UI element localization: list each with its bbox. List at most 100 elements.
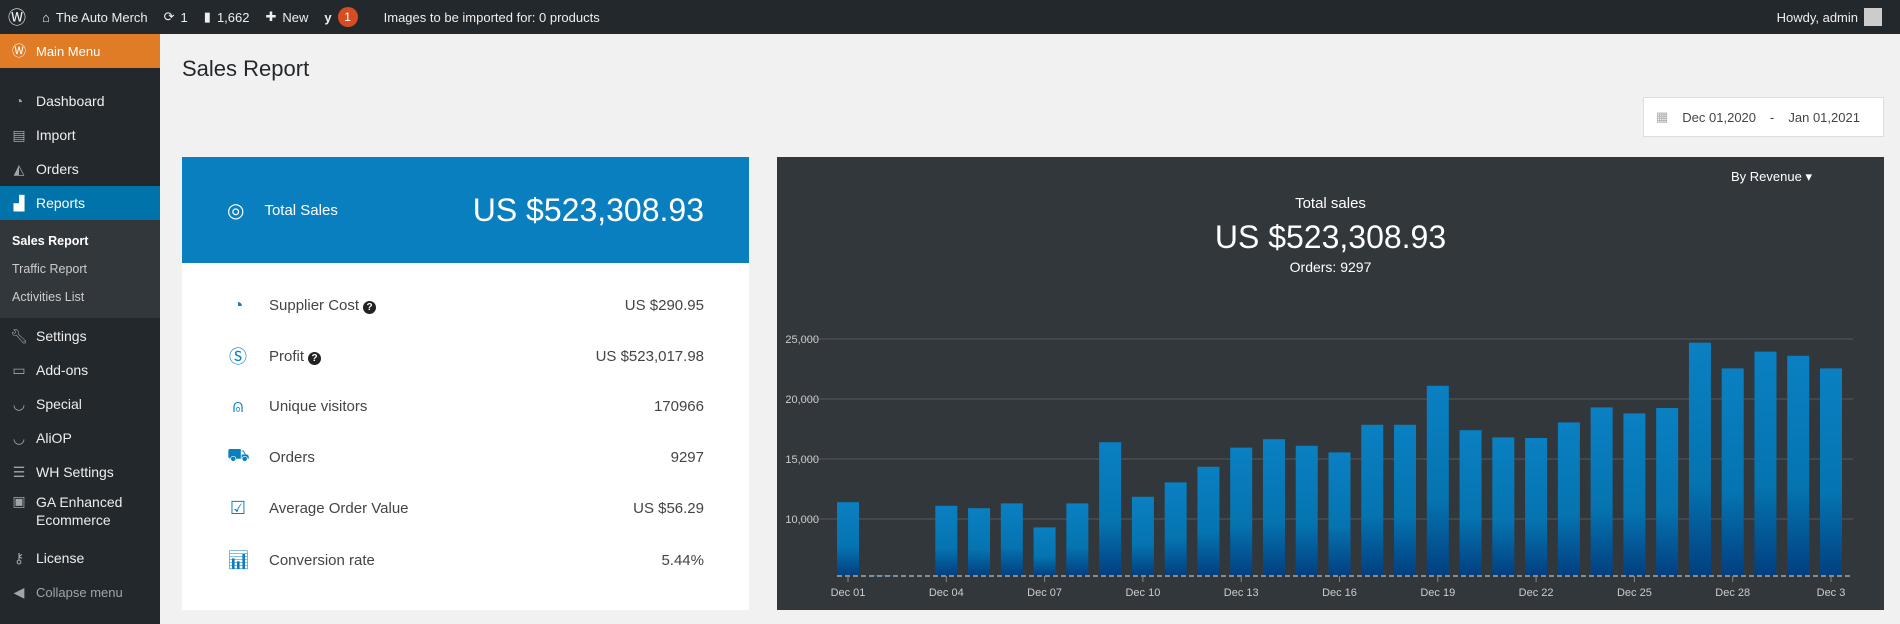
- bar-dec-24: [1590, 407, 1613, 576]
- archive-icon: ▭: [12, 361, 26, 378]
- home-icon: ⌂: [42, 9, 50, 25]
- smile-icon: ◡: [12, 429, 26, 446]
- sidebar-item-wh-settings[interactable]: ☰ WH Settings: [0, 455, 160, 489]
- bar-dec-05: [968, 508, 991, 576]
- wordpress-logo-icon[interactable]: Ⓦ: [8, 8, 26, 28]
- new-link[interactable]: ✚ New: [265, 9, 309, 25]
- sidebar-item-settings[interactable]: 🔧︎ Settings: [10, 327, 87, 345]
- key-icon: ⚷: [13, 549, 25, 566]
- total-sales-header: ◎ Total Sales US $523,308.93: [182, 157, 749, 263]
- bar-dec-01: [837, 502, 859, 576]
- page-title: Sales Report: [182, 56, 310, 81]
- submenu-sales-report[interactable]: Sales Report: [12, 234, 89, 248]
- x-tick-label: Dec 10: [1125, 587, 1160, 599]
- chart-total-value: US $523,308.93: [1214, 219, 1447, 255]
- bar-chart-icon: 📊︎: [227, 549, 250, 570]
- sidebar: Ⓦ Main Menu ◔ Dashboard ▤ Import ◭ Orders ▟ R…: [0, 34, 160, 624]
- bar-dec-14: [1262, 439, 1285, 576]
- average-order-value-row: ☑ Average Order Value US $56.29: [227, 493, 704, 523]
- date-range-picker[interactable]: ▦ Dec 01,2020- Jan 01,2021: [1643, 97, 1884, 137]
- sidebar-item-addons[interactable]: ▭ Add-ons: [0, 353, 160, 387]
- database-icon: ☰: [12, 463, 26, 480]
- caret-down-icon: ▾: [1805, 169, 1812, 184]
- bar-dec-23: [1557, 422, 1580, 576]
- chart-orders: Orders: 9297: [1289, 259, 1372, 275]
- x-tick-label: Dec 13: [1224, 587, 1259, 599]
- site-link[interactable]: ⌂ The Auto Merch: [42, 9, 148, 25]
- conversion-rate-row: 📊︎ Conversion rate 5.44%: [227, 549, 704, 570]
- x-tick-label: Dec 04: [929, 587, 964, 599]
- chart-title: Total sales: [1295, 195, 1366, 212]
- notification-badge: 1: [337, 7, 358, 27]
- submenu-traffic-report[interactable]: Traffic Report: [12, 262, 88, 276]
- bar-dec-11: [1164, 482, 1187, 576]
- collapse-menu-button[interactable]: ◀ Collapse menu: [0, 575, 160, 609]
- submenu-activities-list[interactable]: Activities List: [12, 290, 85, 304]
- x-tick-label: Dec 3: [1817, 587, 1846, 599]
- y-tick-label: 10,000: [785, 514, 819, 526]
- bar-dec-28: [1721, 368, 1744, 576]
- sidebar-item-reports[interactable]: ▟ Reports: [0, 186, 160, 220]
- y-tick-label: 20,000: [785, 394, 819, 406]
- x-tick-label: Dec 22: [1519, 587, 1554, 599]
- account-menu[interactable]: Howdy, admin: [1769, 0, 1890, 34]
- x-tick-label: Dec 28: [1715, 587, 1750, 599]
- wordpress-icon: Ⓦ: [12, 43, 26, 59]
- plus-icon: ✚: [265, 9, 277, 24]
- bar-dec-09: [1099, 442, 1122, 576]
- sales-summary-card: ◎ Total Sales US $523,308.93 ◔ Supplier Cos…: [182, 157, 749, 610]
- x-tick-label: Dec 19: [1420, 587, 1455, 599]
- bar-dec-27: [1688, 342, 1711, 576]
- main-menu[interactable]: Ⓦ Main Menu: [0, 34, 160, 68]
- chart-icon: ▣: [12, 493, 26, 509]
- bar-dec-25: [1623, 413, 1646, 576]
- supplier-cost-row: ◔ Supplier Cost? US $290.95: [227, 290, 704, 320]
- y-tick-label: 15,000: [785, 454, 819, 466]
- bar-dec-19: [1426, 385, 1449, 576]
- bag-check-icon: ☑: [229, 497, 247, 518]
- bar-dec-22: [1525, 438, 1548, 576]
- pie-chart-icon: ◔: [232, 294, 244, 315]
- x-tick-label: Dec 07: [1027, 587, 1062, 599]
- yoast-icon: y: [324, 9, 332, 25]
- comments-link[interactable]: ▮ 1,662: [203, 9, 250, 25]
- updates-link[interactable]: ⟳ 1: [163, 9, 188, 25]
- bar-dec-16: [1328, 452, 1351, 576]
- help-icon[interactable]: ?: [308, 351, 322, 365]
- profit-row: Ⓢ Profit? US $523,017.98: [227, 341, 704, 371]
- smile-icon: ◡: [12, 395, 26, 412]
- x-tick-label: Dec 16: [1322, 587, 1357, 599]
- avatar: [1864, 8, 1882, 26]
- bar-dec-04: [935, 505, 958, 576]
- help-icon[interactable]: ?: [363, 300, 377, 314]
- calendar-icon: ▦: [1656, 109, 1669, 124]
- sidebar-item-import[interactable]: ▤ Import: [0, 118, 160, 152]
- import-notice[interactable]: Images to be imported for: 0 products: [383, 9, 600, 25]
- bar-dec-26: [1656, 408, 1679, 576]
- sidebar-item-orders[interactable]: ◭ Orders: [0, 152, 160, 186]
- unique-visitors-row: ⍝ Unique visitors 170966: [227, 391, 704, 421]
- orders-icon: ◭: [13, 160, 25, 177]
- sidebar-item-aliop[interactable]: ◡ AliOP: [0, 421, 160, 455]
- bar-dec-15: [1295, 445, 1318, 576]
- comment-icon: ▮: [203, 9, 211, 24]
- sidebar-item-ga-enhanced-ecommerce[interactable]: ▣ GA Enhanced Ecommerce: [0, 489, 160, 533]
- sidebar-item-special[interactable]: ◡ Special: [0, 387, 160, 421]
- reports-submenu: [0, 220, 160, 318]
- metric-dropdown[interactable]: By Revenue ▾: [1731, 169, 1812, 184]
- wrench-icon: 🔧︎: [10, 327, 28, 344]
- user-icon: ⍝: [232, 395, 244, 416]
- cart-icon: ⛟: [227, 445, 250, 465]
- bar-dec-13: [1230, 447, 1253, 576]
- dollar-icon: Ⓢ: [229, 347, 247, 367]
- orders-row: ⛟ Orders 9297: [227, 442, 704, 472]
- bar-dec-07: [1033, 527, 1056, 576]
- sidebar-item-license[interactable]: ⚷ License: [0, 541, 160, 575]
- sales-chart-panel: 10,000 15,000 20,000 25,000 Dec 01 Dec 04 Dec …: [777, 157, 1884, 610]
- sidebar-item-dashboard[interactable]: ◔ Dashboard: [0, 84, 160, 118]
- bar-dec-08: [1066, 503, 1089, 576]
- import-icon: ▤: [12, 126, 26, 143]
- bar-dec-31: [1820, 368, 1842, 576]
